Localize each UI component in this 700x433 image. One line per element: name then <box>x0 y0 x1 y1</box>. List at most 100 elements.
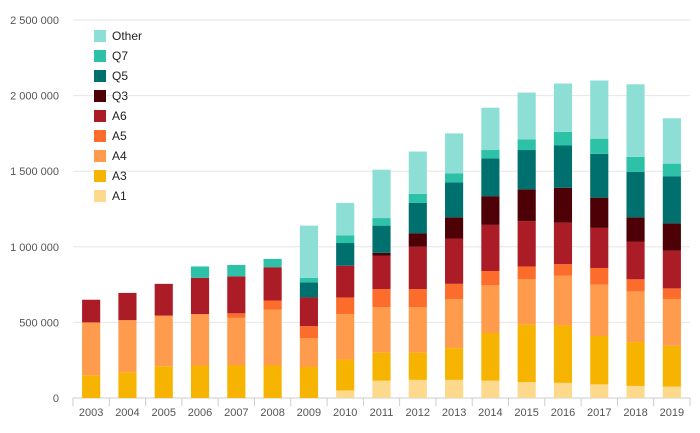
bar-segment-q3 <box>372 252 391 256</box>
bar-segment-a6 <box>372 255 391 290</box>
bar-segment-a4 <box>154 315 173 367</box>
bar-segment-a6 <box>299 297 318 327</box>
bar-segment-a3 <box>408 352 427 380</box>
bar-segment-a1 <box>517 382 536 398</box>
bar-segment-a4 <box>336 314 355 360</box>
bar-segment-a3 <box>154 366 173 398</box>
bar-segment-a3 <box>82 375 101 398</box>
bar-segment-a1 <box>590 384 609 398</box>
bar-segment-q7 <box>190 266 210 278</box>
legend-label: A5 <box>112 129 127 143</box>
legend-swatch <box>94 50 106 62</box>
bar-segment-a6 <box>408 246 427 290</box>
bar-segment-q3 <box>626 217 645 242</box>
bar-segment-other <box>662 118 681 164</box>
bar-segment-q7 <box>553 131 573 146</box>
bar-segment-other <box>445 133 464 174</box>
bar-segment-q5 <box>336 243 355 266</box>
x-tick-label: 2004 <box>115 407 139 419</box>
legend-swatch <box>94 130 106 142</box>
x-tick-label: 2010 <box>333 407 357 419</box>
bar-segment-a3 <box>553 325 573 383</box>
x-tick-label: 2013 <box>442 407 466 419</box>
y-tick-label: 2 000 000 <box>10 91 59 103</box>
bar-segment-q7 <box>590 138 609 154</box>
bar-segment-a1 <box>372 380 391 398</box>
bar-segment-a3 <box>227 365 246 398</box>
bar-segment-a5 <box>590 267 609 285</box>
x-tick-label: 2009 <box>297 407 321 419</box>
bar-segment-a1 <box>336 390 355 398</box>
x-tick-label: 2012 <box>406 407 430 419</box>
bar-segment-a1 <box>445 379 464 398</box>
bar-segment-q7 <box>662 163 681 177</box>
bar-segment-a1 <box>662 386 681 398</box>
bar-segment-q5 <box>445 182 464 218</box>
bar-segment-other <box>336 202 355 236</box>
y-tick-label: 1 000 000 <box>10 242 59 254</box>
bar-segment-a3 <box>590 336 609 385</box>
bar-segment-a3 <box>481 332 500 381</box>
bar-segment-q7 <box>445 173 464 183</box>
bar-segment-q7 <box>372 218 391 226</box>
bar-segment-a3 <box>336 359 355 391</box>
bar-segment-other <box>481 107 500 151</box>
bar-segment-a6 <box>662 250 681 289</box>
bar-segment-a6 <box>553 222 573 265</box>
bar-segment-a3 <box>517 324 536 383</box>
bar-segment-a4 <box>82 322 101 376</box>
bar-segment-a4 <box>408 307 427 353</box>
bar-segment-q3 <box>481 196 500 225</box>
bar-segment-a5 <box>481 270 500 286</box>
bar-segment-q5 <box>626 171 645 218</box>
legend-swatch <box>94 70 106 82</box>
bar-segment-q3 <box>517 189 536 222</box>
bar-segment-a4 <box>626 291 645 343</box>
legend-label: A1 <box>112 189 127 203</box>
bar-segment-q5 <box>299 282 318 298</box>
x-tick-label: 2014 <box>478 407 502 419</box>
x-tick-label: 2017 <box>587 407 611 419</box>
legend-swatch <box>94 30 106 42</box>
bar-segment-a3 <box>190 365 210 398</box>
x-tick-label: 2018 <box>623 407 647 419</box>
bar-segment-a6 <box>590 227 609 268</box>
bar-segment-q5 <box>517 150 536 190</box>
bar-segment-a3 <box>372 352 391 381</box>
bar-segment-a4 <box>118 320 137 373</box>
bar-segment-q5 <box>590 153 609 198</box>
bar-segment-q5 <box>553 145 573 188</box>
x-tick-label: 2007 <box>224 407 248 419</box>
x-tick-label: 2006 <box>188 407 212 419</box>
bar-segment-q7 <box>227 264 246 277</box>
bar-segment-a4 <box>481 285 500 333</box>
bar-segment-a6 <box>82 299 101 323</box>
bar-segment-a4 <box>590 284 609 337</box>
y-tick-label: 0 <box>53 393 59 405</box>
bar-segment-a6 <box>263 267 282 301</box>
bar-segment-q3 <box>662 223 681 251</box>
bar-segment-a6 <box>190 277 210 315</box>
bar-segment-a5 <box>372 289 391 308</box>
bar-segment-a4 <box>190 314 210 366</box>
x-tick-label: 2015 <box>514 407 538 419</box>
legend-swatch <box>94 110 106 122</box>
bar-segment-a4 <box>227 317 246 366</box>
bar-segment-q7 <box>408 193 427 203</box>
legend-label: A6 <box>112 109 127 123</box>
bar-segment-a3 <box>662 345 681 387</box>
bar-segment-a6 <box>481 224 500 271</box>
bar-segment-a5 <box>626 279 645 292</box>
legend: Other Q7 Q5 Q3 A6 A5 A4 A3 A1 <box>94 29 142 203</box>
bar-segment-a1 <box>408 379 427 398</box>
bar-segment-a3 <box>445 348 464 380</box>
bar-segment-q7 <box>481 150 500 159</box>
legend-swatch <box>94 170 106 182</box>
bar-segment-q7 <box>299 277 318 283</box>
legend-label: Other <box>112 29 142 43</box>
bar-segment-a4 <box>553 275 573 326</box>
bar-segment-a3 <box>299 367 318 398</box>
bar-segment-a5 <box>408 289 427 308</box>
bar-segment-q7 <box>517 139 536 151</box>
